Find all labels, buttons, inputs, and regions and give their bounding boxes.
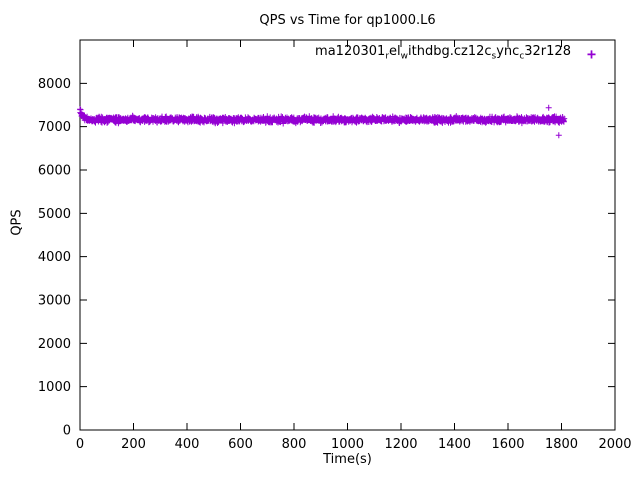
- x-tick-label: 400: [175, 437, 200, 452]
- x-tick-label: 0: [76, 437, 84, 452]
- y-tick-label: 2000: [38, 337, 71, 352]
- y-tick-label: 0: [63, 424, 71, 439]
- y-tick-label: 1000: [38, 380, 71, 395]
- plot-border: [79, 39, 616, 431]
- axis-ticks: [79, 40, 616, 431]
- y-tick-label: 3000: [38, 294, 71, 309]
- x-tick-label: 2000: [598, 437, 631, 452]
- x-tick-label: 600: [228, 437, 253, 452]
- y-tick-label: 7000: [38, 120, 71, 135]
- x-tick-label: 1200: [384, 437, 417, 452]
- y-tick-label: 5000: [38, 207, 71, 222]
- legend: ma120301relwithdbg.cz12csyncc32r128 +: [80, 44, 596, 65]
- x-tick-label: 1800: [545, 437, 578, 452]
- x-tick-label: 1600: [491, 437, 524, 452]
- legend-series-label: ma120301relwithdbg.cz12csyncc32r128: [315, 44, 571, 62]
- y-tick-label: 6000: [38, 164, 71, 179]
- x-tick-label: 200: [121, 437, 146, 452]
- scatter-series: [77, 104, 568, 139]
- chart-title: QPS vs Time for qp1000.L6: [259, 13, 436, 28]
- y-tick-label: 4000: [38, 250, 71, 265]
- y-tick-label: 8000: [38, 77, 71, 92]
- legend-plus-marker-icon: +: [586, 44, 596, 63]
- x-tick-label: 1400: [438, 437, 471, 452]
- x-axis-label: Time(s): [323, 452, 372, 467]
- x-tick-label: 1000: [331, 437, 364, 452]
- x-tick-label: 800: [282, 437, 307, 452]
